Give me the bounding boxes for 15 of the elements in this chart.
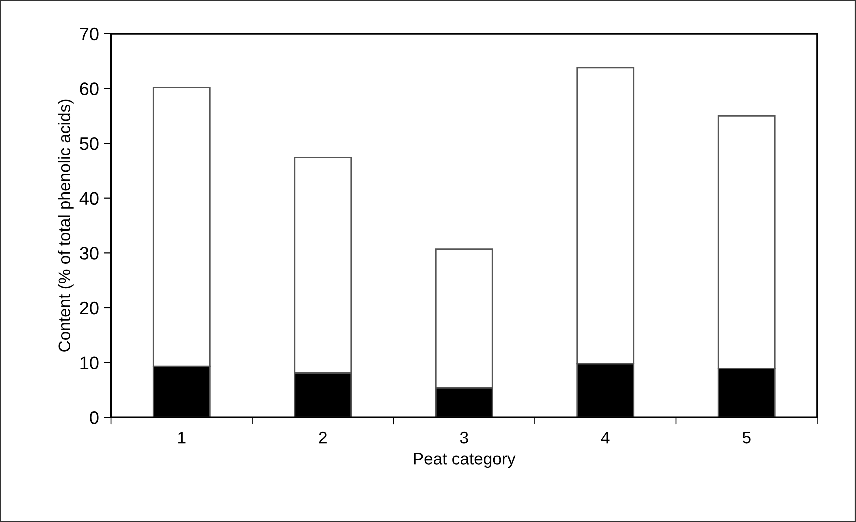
y-axis-title: Content (% of total phenolic acids) <box>58 100 74 352</box>
y-tick-label: 40 <box>80 192 99 206</box>
y-tick-label: 20 <box>80 302 99 315</box>
y-tick-label: 0 <box>90 412 99 424</box>
x-tick-label: 3 <box>460 432 468 444</box>
x-tick-label: 2 <box>319 432 327 444</box>
x-axis-title: Peat category <box>414 453 516 468</box>
y-tick-label: 30 <box>80 247 99 260</box>
x-tick-label: 4 <box>601 432 610 444</box>
y-tick-label: 50 <box>80 137 99 150</box>
y-tick-label: 70 <box>80 28 99 41</box>
x-tick-label: 1 <box>178 432 186 444</box>
x-tick-label: 5 <box>742 432 751 444</box>
y-tick-label: 10 <box>80 356 99 370</box>
y-tick-label: 60 <box>80 82 99 96</box>
